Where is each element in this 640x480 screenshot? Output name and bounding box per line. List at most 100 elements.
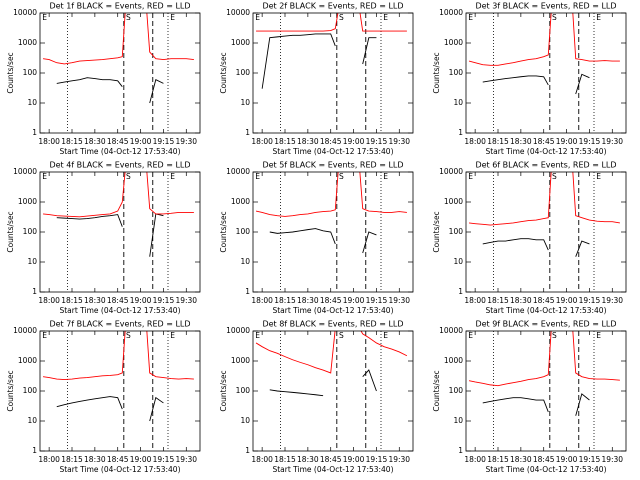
data-line <box>56 77 164 104</box>
x-tick-label: 18:45 <box>320 455 342 464</box>
data-line <box>56 396 164 422</box>
x-tick-label: 19:00 <box>556 455 578 464</box>
annotation: E <box>383 331 388 340</box>
x-tick-label: 18:00 <box>251 455 273 464</box>
x-tick-label: 18:00 <box>38 137 60 146</box>
x-tick-label: 19:30 <box>601 296 623 305</box>
x-axis-label: Start Time (04-Oct-12 17:53:40) <box>272 306 393 315</box>
plot-frame <box>465 12 627 134</box>
x-tick-label: 19:15 <box>153 137 175 146</box>
annotation: E <box>468 172 473 181</box>
x-axis-label: Start Time (04-Oct-12 17:53:40) <box>272 465 393 474</box>
annotation: E <box>596 172 601 181</box>
y-tick-label: 1000 <box>231 38 250 47</box>
panel-title: Det 7f BLACK = Events, RED = LLD <box>49 320 190 329</box>
panel: Det 5f BLACK = Events, RED = LLD Start Ti… <box>219 161 414 315</box>
y-tick-label: 1 <box>458 287 463 296</box>
x-axis-label: Start Time (04-Oct-12 17:53:40) <box>485 465 606 474</box>
x-tick-label: 19:30 <box>388 296 410 305</box>
x-tick-label: 18:45 <box>533 455 555 464</box>
annotation: E <box>596 331 601 340</box>
x-tick-label: 18:30 <box>297 455 319 464</box>
y-tick-label: 1000 <box>18 356 37 365</box>
x-tick-label: 19:15 <box>366 455 388 464</box>
x-tick-label: 19:00 <box>556 296 578 305</box>
data-line <box>269 369 377 397</box>
x-tick-label: 19:15 <box>366 296 388 305</box>
x-axis-label: Start Time (04-Oct-12 17:53:40) <box>272 147 393 156</box>
y-tick-label: 100 <box>23 227 38 236</box>
x-axis-label: Start Time (04-Oct-12 17:53:40) <box>59 147 180 156</box>
y-tick-label: 10000 <box>226 167 250 176</box>
x-tick-label: 18:15 <box>487 137 509 146</box>
x-tick-label: 19:30 <box>388 455 410 464</box>
plot-frame <box>252 171 414 293</box>
x-tick-label: 19:15 <box>579 137 601 146</box>
y-tick-label: 100 <box>236 227 251 236</box>
x-tick-label: 18:00 <box>464 296 486 305</box>
y-tick-label: 1 <box>32 128 37 137</box>
x-tick-label: 19:30 <box>175 455 197 464</box>
y-tick-label: 1 <box>245 128 250 137</box>
x-tick-label: 18:15 <box>61 296 83 305</box>
x-tick-label: 18:30 <box>84 455 106 464</box>
data-line <box>482 238 590 257</box>
annotation: S <box>339 13 344 22</box>
y-tick-label: 10 <box>240 257 250 266</box>
plot-frame <box>465 330 627 452</box>
x-tick-label: 18:00 <box>464 137 486 146</box>
panel: Det 7f BLACK = Events, RED = LLD Start Ti… <box>6 320 201 474</box>
x-tick-label: 18:00 <box>464 455 486 464</box>
x-tick-label: 19:30 <box>388 137 410 146</box>
x-tick-label: 18:30 <box>510 455 532 464</box>
panel-title: Det 2f BLACK = Events, RED = LLD <box>262 2 403 11</box>
data-line <box>482 73 590 95</box>
x-tick-label: 18:45 <box>320 137 342 146</box>
x-tick-label: 19:15 <box>153 296 175 305</box>
x-tick-label: 18:15 <box>274 296 296 305</box>
panel-title: Det 6f BLACK = Events, RED = LLD <box>475 161 616 170</box>
y-tick-label: 100 <box>449 386 464 395</box>
y-tick-label: 10 <box>27 257 37 266</box>
x-axis-label: Start Time (04-Oct-12 17:53:40) <box>485 306 606 315</box>
x-tick-label: 18:30 <box>84 137 106 146</box>
x-tick-label: 18:30 <box>510 296 532 305</box>
panel: Det 1f BLACK = Events, RED = LLD Start Ti… <box>6 2 201 156</box>
y-axis-label: Counts/sec <box>6 211 15 252</box>
data-line <box>482 393 590 416</box>
y-tick-label: 1000 <box>18 197 37 206</box>
annotation: E <box>42 172 47 181</box>
annotation: E <box>170 13 175 22</box>
y-tick-label: 10000 <box>13 326 37 335</box>
y-tick-label: 10000 <box>439 8 463 17</box>
x-tick-label: 19:15 <box>579 455 601 464</box>
annotation: E <box>383 172 388 181</box>
y-tick-label: 10000 <box>13 167 37 176</box>
plot-frame <box>252 12 414 134</box>
annotation: S <box>552 172 557 181</box>
x-tick-label: 18:15 <box>487 296 509 305</box>
y-tick-label: 10 <box>453 98 463 107</box>
y-axis-label: Counts/sec <box>432 370 441 411</box>
y-tick-label: 10000 <box>439 167 463 176</box>
annotation: E <box>170 331 175 340</box>
annotation: E <box>255 331 260 340</box>
y-tick-label: 100 <box>236 386 251 395</box>
annotation: E <box>255 13 260 22</box>
data-line <box>256 13 407 32</box>
x-axis-label: Start Time (04-Oct-12 17:53:40) <box>59 465 180 474</box>
x-tick-label: 18:15 <box>61 455 83 464</box>
y-axis-label: Counts/sec <box>219 52 228 93</box>
annotation: E <box>596 13 601 22</box>
annotation: S <box>552 331 557 340</box>
x-tick-label: 19:15 <box>366 137 388 146</box>
y-axis-label: Counts/sec <box>6 52 15 93</box>
data-line <box>468 331 620 387</box>
y-tick-label: 1000 <box>18 38 37 47</box>
data-line <box>269 228 377 254</box>
x-tick-label: 18:00 <box>251 296 273 305</box>
y-tick-label: 1000 <box>444 197 463 206</box>
annotation: E <box>42 331 47 340</box>
y-tick-label: 1 <box>32 446 37 455</box>
panel-title: Det 3f BLACK = Events, RED = LLD <box>475 2 616 11</box>
